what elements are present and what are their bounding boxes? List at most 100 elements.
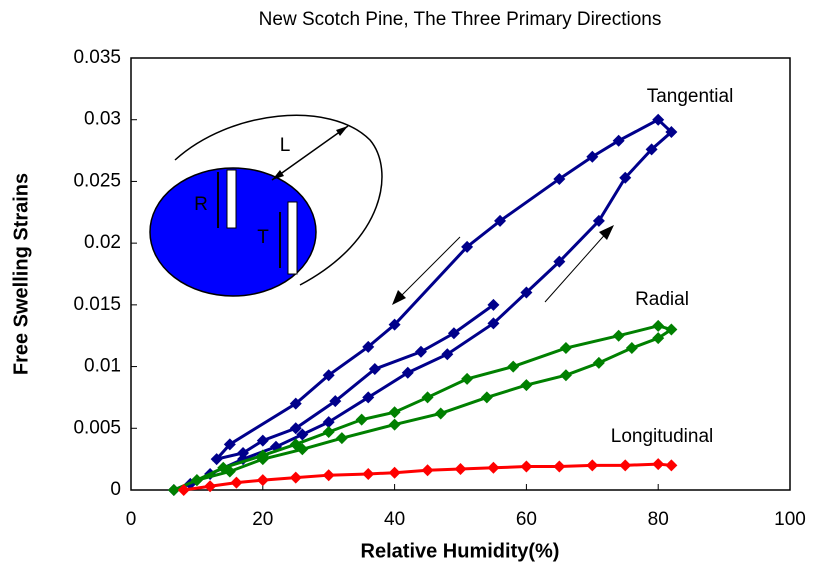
data-point [612, 329, 625, 342]
data-point [454, 463, 467, 476]
data-point [612, 134, 625, 147]
data-point [553, 172, 566, 185]
data-point [652, 458, 665, 471]
data-point [322, 416, 335, 429]
x-tick-label: 20 [252, 509, 273, 530]
data-point [217, 461, 230, 474]
x-tick-label: 100 [774, 509, 806, 530]
data-point [256, 474, 269, 487]
y-tick-label: 0.015 [73, 294, 121, 315]
data-point [665, 323, 678, 336]
data-point [592, 356, 605, 369]
chart-title: New Scotch Pine, The Three Primary Direc… [259, 9, 662, 30]
data-point [401, 366, 414, 379]
data-point [362, 391, 375, 404]
data-point [652, 319, 665, 332]
x-tick-label: 80 [648, 509, 669, 530]
data-point [322, 369, 335, 382]
data-point [322, 469, 335, 482]
data-point [461, 372, 474, 385]
data-point [388, 406, 401, 419]
inset-label: R [194, 194, 208, 215]
data-point [441, 348, 454, 361]
data-point [256, 449, 269, 462]
data-point [223, 438, 236, 451]
data-point [329, 395, 342, 408]
data-point [665, 459, 678, 472]
data-point [559, 369, 572, 382]
inset-label: L [280, 135, 291, 156]
cylinder-outline [174, 114, 383, 286]
inset-diagram [149, 114, 383, 297]
plot-frame [130, 57, 791, 491]
series-label: Tangential [647, 86, 734, 107]
data-point [289, 438, 302, 451]
data-point [487, 298, 500, 311]
data-point [296, 428, 309, 441]
desorption-arrow [395, 236, 461, 302]
data-point [665, 126, 678, 139]
data-point [619, 171, 632, 184]
data-point [289, 397, 302, 410]
y-tick-label: 0 [110, 479, 121, 500]
data-point [421, 391, 434, 404]
y-tick-label: 0.02 [84, 232, 121, 253]
data-point [177, 484, 190, 496]
data-point [256, 434, 269, 447]
cross-section [149, 167, 317, 297]
data-point [625, 342, 638, 355]
data-point [487, 461, 500, 474]
x-axis-title: Relative Humidity(%) [361, 540, 560, 562]
data-point [487, 317, 500, 330]
data-point [520, 379, 533, 392]
data-point [368, 363, 381, 376]
x-tick-label: 60 [516, 509, 537, 530]
data-point [480, 391, 493, 404]
data-point [230, 476, 243, 489]
arrow-head [392, 290, 406, 305]
series-line [173, 324, 675, 492]
y-tick-label: 0.025 [73, 170, 121, 191]
adsorption-arrow [544, 229, 610, 303]
data-point [421, 464, 434, 477]
data-point [414, 345, 427, 358]
data-point [289, 422, 302, 435]
data-point [586, 459, 599, 472]
data-point [237, 446, 250, 459]
data-point [652, 113, 665, 126]
y-axis-title: Free Swelling Strains [10, 173, 32, 375]
y-tick-label: 0.03 [84, 109, 121, 130]
tangential-sample [287, 201, 298, 275]
data-point [289, 471, 302, 484]
data-point [586, 150, 599, 163]
data-point [388, 466, 401, 479]
data-point [355, 413, 368, 426]
inset-label: T [257, 227, 269, 248]
data-point [322, 425, 335, 438]
data-point [434, 407, 447, 420]
radial-sample [226, 169, 237, 229]
x-tick-label: 40 [384, 509, 405, 530]
arrow-head [599, 225, 614, 240]
data-point [167, 484, 180, 496]
data-point [652, 332, 665, 345]
series-label: Longitudinal [611, 426, 713, 447]
data-point [592, 214, 605, 227]
data-point [619, 459, 632, 472]
data-point [388, 318, 401, 331]
data-point [335, 432, 348, 445]
data-point [520, 460, 533, 473]
y-tick-label: 0.01 [84, 356, 121, 377]
x-tick-label: 0 [126, 509, 137, 530]
y-tick-label: 0.005 [73, 417, 121, 438]
data-point [210, 453, 223, 466]
arrow-head [272, 170, 284, 180]
l-arrow [271, 125, 349, 181]
data-point [388, 418, 401, 431]
data-point [645, 143, 658, 156]
data-point [553, 255, 566, 268]
y-tick-label: 0.035 [73, 47, 121, 68]
data-point [553, 460, 566, 473]
data-point [190, 474, 203, 487]
